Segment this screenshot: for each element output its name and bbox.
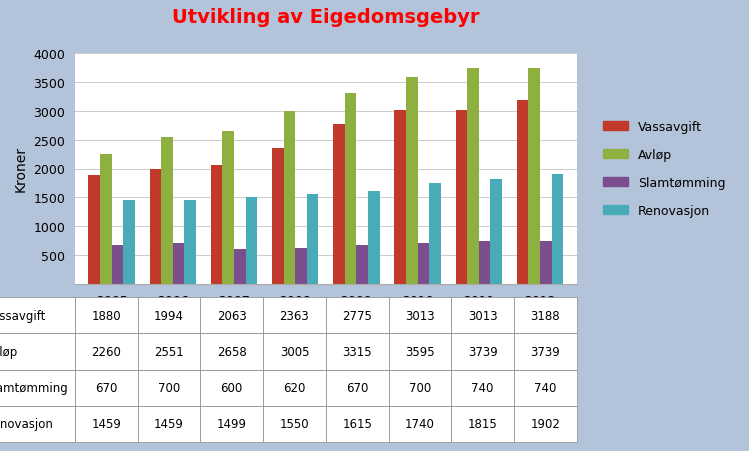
Bar (210, 166, 222, 284)
Bar (307, 195, 318, 284)
Bar (429, 184, 441, 284)
Bar (184, 200, 196, 284)
Bar (333, 124, 345, 284)
Bar (345, 93, 357, 284)
Bar (161, 138, 173, 284)
Bar (368, 191, 380, 284)
Bar (246, 198, 257, 284)
Bar (173, 244, 184, 284)
Bar (517, 101, 528, 284)
Bar (150, 170, 161, 284)
Bar (479, 242, 491, 284)
Bar (540, 242, 552, 284)
Bar (357, 246, 368, 284)
Bar (284, 111, 295, 284)
Y-axis label: Kroner: Kroner (13, 146, 28, 192)
Bar (295, 249, 307, 284)
Bar (124, 200, 135, 284)
Bar (491, 180, 502, 284)
Bar (395, 111, 406, 284)
Legend: Vassavgift, Avløp, Slamtømming, Renovasjon: Vassavgift, Avløp, Slamtømming, Renovasj… (598, 116, 730, 222)
Bar (528, 69, 540, 284)
Bar (112, 246, 124, 284)
Bar (467, 69, 479, 284)
Bar (406, 78, 418, 284)
Bar (272, 148, 284, 284)
Bar (455, 111, 467, 284)
Bar (100, 154, 112, 284)
Text: Utvikling av Eigedomsgebyr: Utvikling av Eigedomsgebyr (172, 8, 479, 27)
Bar (88, 176, 100, 284)
Bar (234, 249, 246, 284)
Bar (418, 244, 429, 284)
Bar (222, 131, 234, 284)
Bar (552, 175, 563, 284)
